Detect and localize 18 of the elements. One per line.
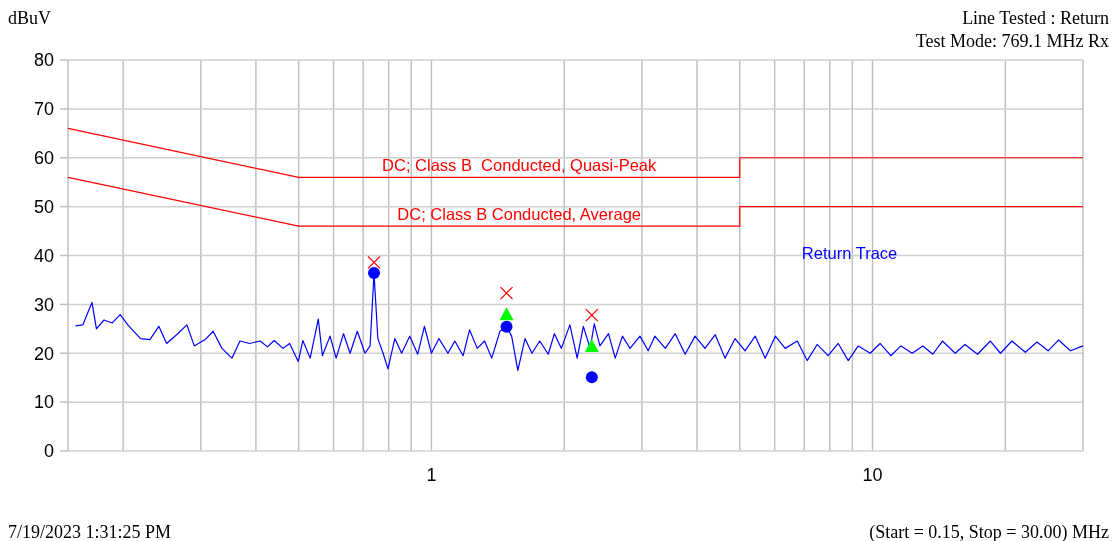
y-tick-label: 0 <box>43 441 54 462</box>
text: Return Trace <box>801 244 898 263</box>
y-tick-label: 80 <box>33 50 54 71</box>
y-tick-label: 20 <box>33 343 54 364</box>
x-tick-label: 1 <box>426 465 437 485</box>
series-label: DC; Class B Conducted, Quasi-Peak <box>382 156 658 175</box>
y-tick-label: 60 <box>33 148 54 169</box>
series-label: DC; Class B Conducted, Average <box>397 205 642 224</box>
y-tick-label: 40 <box>33 245 54 266</box>
y-tick-label: 10 <box>33 392 54 413</box>
y-axis-title: dBuV <box>8 8 52 28</box>
chart-title: Line Tested : Return <box>962 8 1109 28</box>
y-tick-label: 30 <box>33 294 54 315</box>
y-tick-label: 50 <box>33 196 54 217</box>
text: (Start = 0.15, Stop = 30.00) MHz <box>869 522 1110 541</box>
text: 7/19/2023 1:31:25 PM <box>8 522 172 541</box>
chart-subtitle: Test Mode: 769.1 MHz Rx <box>915 31 1109 51</box>
y-tick-label: 70 <box>33 99 54 120</box>
